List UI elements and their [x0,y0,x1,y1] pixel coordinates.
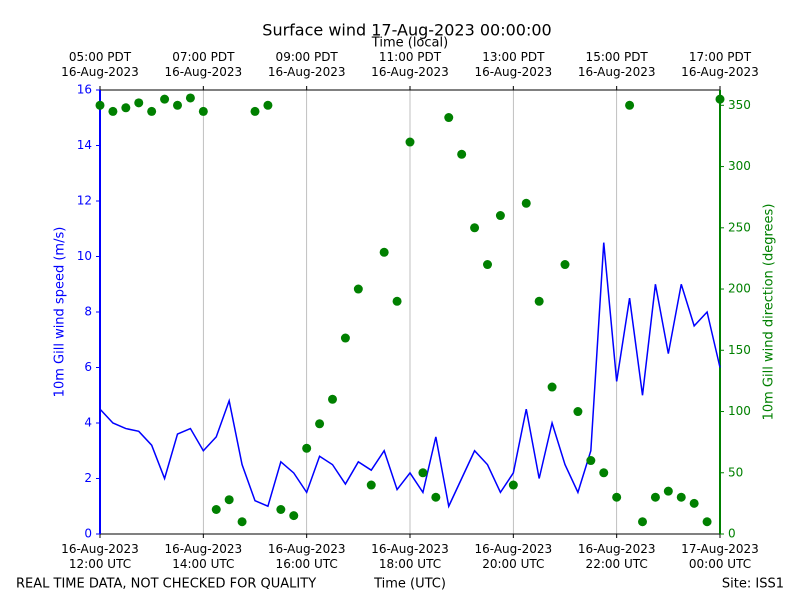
direction-point [237,517,247,527]
y-tick-label: 12 [77,194,92,208]
direction-point [650,492,660,502]
direction-point [366,480,376,490]
direction-point [276,505,286,515]
direction-point [340,333,350,343]
direction-point [353,284,363,294]
direction-point [379,247,389,257]
direction-point [457,149,467,159]
direction-point [250,106,260,116]
direction-point [405,137,415,147]
x-tick-label: 17-Aug-2023 00:00 UTC [681,542,759,571]
x2-tick-label: 15:00 PDT 16-Aug-2023 [577,50,656,79]
direction-point [211,505,221,515]
y2-tick-label: 300 [728,159,751,173]
x-tick-label: 16-Aug-2023 12:00 UTC [61,542,139,571]
direction-point [185,93,195,103]
top-axis-title: Time (local) [371,36,448,51]
direction-point [263,100,273,110]
direction-point [134,98,144,108]
y-tick-label: 14 [77,138,92,152]
direction-point [560,260,570,270]
direction-point [547,382,557,392]
x-tick-label: 16-Aug-2023 22:00 UTC [577,542,656,571]
y-tick-label: 2 [84,471,92,485]
x-tick-label: 16-Aug-2023 14:00 UTC [164,542,243,571]
direction-point [315,419,325,429]
direction-point [676,492,686,502]
direction-point [638,517,647,527]
direction-point [289,511,299,521]
direction-point [121,103,131,113]
y-tick-label: 6 [84,360,92,374]
direction-point [328,394,337,404]
speed-line [99,242,721,509]
direction-point [444,113,454,123]
x-axis-title: Time (UTC) [373,577,446,592]
direction-point [108,106,118,116]
direction-point [495,211,505,221]
direction-point [689,498,699,508]
y-tick-label: 4 [84,416,92,430]
chart-title: Surface wind 17-Aug-2023 00:00:00 [262,21,551,40]
direction-point [663,486,673,496]
y2-axis-title: 10m Gill wind direction (degrees) [762,204,777,421]
footer-site: Site: ISS1 [722,577,784,592]
y2-tick-label: 100 [728,404,751,418]
direction-point [302,443,312,453]
direction-point [715,94,725,104]
direction-point [534,296,544,306]
x2-tick-label: 17:00 PDT 16-Aug-2023 [681,50,759,79]
direction-point [173,100,182,110]
direction-point [198,106,208,116]
x2-tick-label: 09:00 PDT 16-Aug-2023 [267,50,346,79]
direction-point [702,517,712,527]
x-tick-label: 16-Aug-2023 20:00 UTC [474,542,553,571]
x2-tick-label: 05:00 PDT 16-Aug-2023 [61,50,139,79]
x2-tick-label: 11:00 PDT 16-Aug-2023 [371,50,449,79]
direction-point [418,468,428,478]
direction-point [573,407,583,417]
direction-point [431,492,441,502]
direction-point [160,94,170,104]
x-tick-label: 16-Aug-2023 16:00 UTC [267,542,346,571]
direction-point [147,106,157,116]
direction-point [612,492,622,502]
y2-tick-label: 250 [728,220,751,234]
y2-tick-label: 50 [728,465,743,479]
y2-tick-label: 200 [728,282,751,296]
y2-tick-label: 0 [728,527,736,541]
direction-point [483,260,492,270]
y-tick-label: 0 [84,527,92,541]
y-axis-title: 10m Gill wind speed (m/s) [53,227,68,398]
direction-point [625,100,635,110]
x2-tick-label: 13:00 PDT 16-Aug-2023 [474,50,553,79]
y-tick-label: 16 [77,83,92,97]
y-tick-label: 10 [77,249,92,263]
direction-point [521,198,531,208]
direction-point [599,468,609,478]
direction-point [95,100,105,110]
x-tick-label: 16-Aug-2023 18:00 UTC [371,542,449,571]
direction-point [392,296,402,306]
direction-point [224,495,234,505]
y2-tick-label: 350 [728,98,751,112]
direction-point [508,480,518,490]
x2-tick-label: 07:00 PDT 16-Aug-2023 [164,50,243,79]
footer-note: REAL TIME DATA, NOT CHECKED FOR QUALITY [16,577,316,592]
y-tick-label: 8 [84,305,92,319]
direction-point [586,456,596,466]
y2-tick-label: 150 [728,343,751,357]
direction-point [470,223,480,233]
